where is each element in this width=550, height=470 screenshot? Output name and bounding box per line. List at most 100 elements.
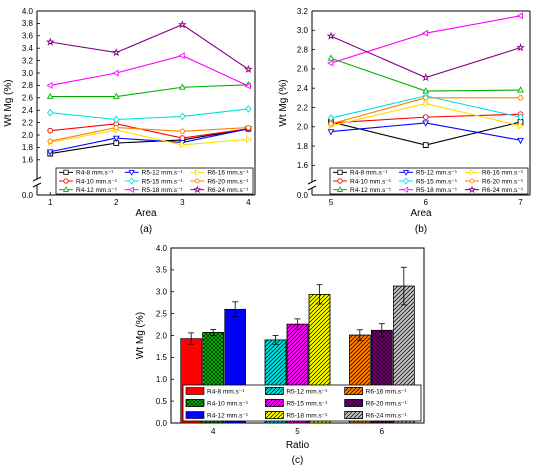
chart-a: 0.0 1.6 1.8 2.0 2.2 2.4 2.6 2.8 3.0 3.2 3.4 3.6 3.8 4… (3, 7, 256, 235)
chart-a-series-6-point-1 (46, 81, 53, 89)
chart-b-series-4-point-1 (327, 129, 335, 136)
chart-a-series-9-point-2 (111, 47, 121, 57)
chart-b-series-6-point-2 (421, 29, 429, 37)
chart-b-legend-marker-8 (469, 178, 475, 184)
chart-c-panel-label: (c) (292, 455, 304, 466)
chart-c-legend-swatch-hatch-7 (344, 387, 363, 395)
chart-a-series-2-point-3 (179, 135, 186, 141)
chart-c-ytick-label-1: 0.0 (156, 419, 168, 428)
chart-a-legend-label-9: R6-24 mm.s⁻¹ (207, 187, 249, 194)
chart-a-legend-label-2: R4-10 mm.s⁻¹ (76, 178, 118, 185)
chart-a-axis-break-mark-2 (32, 182, 42, 188)
chart-a-series-8-point-1 (47, 138, 54, 144)
chart-b-series-line-9 (330, 35, 521, 79)
chart-b-legend-marker-5 (403, 177, 409, 185)
chart-c-legend-swatch-hatch-9 (344, 411, 363, 419)
chart-b-y-axis-title: Wt Mg (%) (278, 79, 289, 126)
chart-a-series-line-4 (50, 128, 249, 153)
chart-c-y-axis-title: Wt Mg (%) (135, 312, 146, 359)
chart-a-legend-label-3: R4-12 mm.s⁻¹ (76, 187, 118, 194)
chart-a-series-7-point-3 (179, 141, 187, 149)
chart-a-series-line-1 (50, 128, 249, 155)
chart-b-ytick-label-1: 0.0 (297, 191, 309, 200)
chart-a-series-3-point-3 (178, 83, 186, 90)
chart-b-series-8-point-3 (517, 95, 524, 101)
chart-b-axis-break-mark-2 (307, 185, 317, 191)
chart-b-series-6-point-3 (516, 12, 523, 20)
chart-c-legend-swatch-1 (185, 387, 205, 395)
chart-a-legend-label-4: R5-12 mm.s⁻¹ (142, 170, 184, 177)
chart-b-ytick-label-9: 3.0 (297, 26, 309, 35)
chart-a-legend-box (55, 167, 254, 195)
chart-a-series-8-point-4 (245, 125, 252, 131)
chart-c-legend-label-6: R5-18 mm.s⁻¹ (286, 412, 328, 419)
chart-c-legend-label-8: R6-20 mm.s⁻¹ (366, 400, 408, 407)
chart-a-ytick-label-9: 3.0 (22, 69, 34, 78)
chart-b-series-4-point-3 (517, 137, 524, 145)
chart-a-ytick-label-12: 3.6 (22, 32, 34, 41)
chart-a-ytick-label-8: 2.8 (22, 81, 34, 90)
chart-a-ytick-label-4: 2.0 (22, 131, 34, 140)
chart-b-ytick-label-4: 2.0 (297, 123, 309, 132)
chart-b-legend-marker-7 (469, 169, 476, 176)
chart-b-xtick-label-1: 5 (329, 198, 334, 207)
chart-a-series-6-point-2 (112, 69, 119, 77)
chart-a-series-8-point-3 (179, 128, 186, 134)
chart-a-series-1-point-2 (113, 140, 120, 146)
chart-b-legend-label-1: R4-8 mm.s⁻¹ (350, 170, 388, 177)
chart-b-ytick-label-5: 2.2 (297, 103, 309, 112)
chart-b-legend-box (329, 167, 529, 195)
chart-b-legend-label-7: R6-16 mm.s⁻¹ (482, 170, 524, 177)
chart-a-legend-marker-5 (128, 177, 135, 185)
chart-b-series-4-point-2 (422, 120, 430, 127)
chart-a-ytick-label-6: 2.4 (22, 106, 34, 115)
chart-a-panel-label: (a) (140, 224, 152, 235)
chart-c-ytick-label-2: 0.5 (156, 397, 168, 406)
chart-b-legend-marker-1 (337, 169, 343, 175)
chart-a-legend-marker-6 (128, 186, 134, 193)
chart-a-legend-marker-1 (63, 169, 69, 175)
chart-c-legend-label-7: R6-16 mm.s⁻¹ (366, 388, 408, 395)
chart-c-legend-swatch-hatch-5 (265, 399, 284, 407)
chart-b-series-7-point-3 (518, 122, 525, 130)
chart-b-ytick-label-6: 2.4 (297, 84, 309, 93)
chart-b-series-3-point-1 (327, 54, 335, 61)
chart-a-series-6-point-3 (178, 52, 185, 60)
chart-a-series-line-9 (50, 24, 249, 70)
chart-a-series-line-3 (50, 84, 249, 98)
chart-b-legend-label-4: R5-12 mm.s⁻¹ (416, 170, 458, 177)
chart-a-legend-label-6: R5-18 mm.s⁻¹ (142, 187, 184, 194)
chart-a-legend-marker-2 (63, 178, 69, 184)
chart-c: 0.0 0.5 1.0 1.5 2.0 2.5 3.0 3.5 4.0 Ratio Wt Mg (%… (135, 244, 425, 466)
chart-a-y-axis-title: Wt Mg (%) (3, 79, 14, 126)
chart-a-xtick-label-3: 3 (180, 198, 185, 207)
chart-b-ytick-label-10: 3.2 (297, 7, 309, 16)
chart-c-xtick-label-1: 4 (211, 427, 216, 436)
chart-a-legend-marker-7 (195, 169, 201, 176)
chart-c-xtick-label-2: 5 (295, 427, 300, 436)
chart-b-series-1-point-2 (422, 142, 429, 148)
chart-a-series-line-2 (50, 123, 249, 139)
chart-b-x-axis-title: Area (410, 208, 432, 219)
chart-a-series-5-point-3 (179, 112, 186, 121)
chart-c-legend-swatch-3 (185, 411, 205, 419)
chart-b-ytick-label-7: 2.6 (297, 65, 309, 74)
chart-b-series-5-point-3 (517, 113, 524, 121)
chart-c-x-axis-title: Ratio (286, 440, 310, 451)
chart-b-series-2-point-2 (422, 114, 429, 120)
chart-c-xtick-label-3: 6 (380, 427, 385, 436)
chart-a-series-9-point-3 (177, 20, 187, 29)
chart-a-legend-label-5: R5-15 mm.s⁻¹ (142, 178, 184, 185)
chart-b-legend-marker-2 (337, 178, 343, 184)
chart-b-series-8-point-2 (422, 95, 429, 101)
chart-c-legend-label-4: R5-12 mm.s⁻¹ (286, 388, 328, 395)
chart-a-ytick-label-10: 3.2 (22, 56, 34, 65)
chart-b-panel-label: (b) (415, 224, 427, 235)
chart-a-legend-marker-9 (193, 185, 202, 194)
chart-a-legend-label-7: R6-16 mm.s⁻¹ (207, 170, 249, 177)
chart-a-ytick-label-11: 3.4 (22, 44, 34, 53)
chart-c-ytick-label-3: 1.0 (156, 375, 168, 384)
chart-a-legend-label-1: R4-8 mm.s⁻¹ (76, 170, 114, 177)
chart-a-ytick-label-13: 3.8 (22, 19, 34, 28)
chart-a-series-3-point-2 (112, 92, 120, 99)
